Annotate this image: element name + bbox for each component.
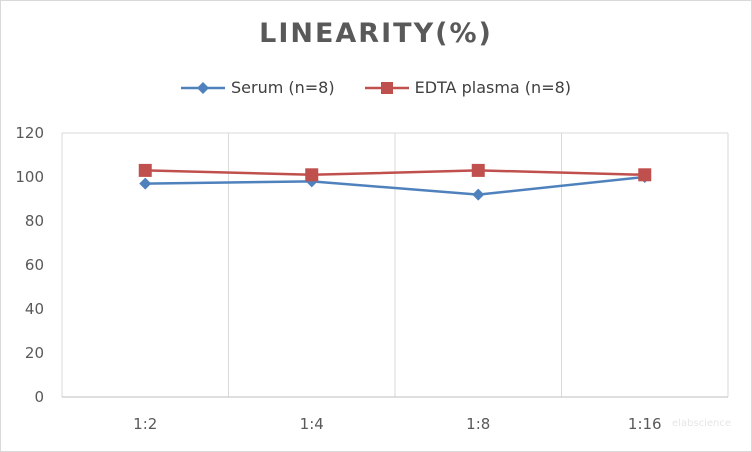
legend-marker-serum xyxy=(180,81,225,94)
series-2-point-3 xyxy=(471,163,485,177)
x-tick-label-1: 1:2 xyxy=(133,415,157,433)
x-tick-label-2: 1:4 xyxy=(300,415,324,433)
x-tick-label-4: 1:16 xyxy=(628,415,662,433)
y-tick-label-20: 20 xyxy=(25,344,44,362)
y-tick-label-60: 60 xyxy=(25,256,44,274)
legend-item-edta: EDTA plasma (n=8) xyxy=(364,78,572,97)
legend-item-serum: Serum (n=8) xyxy=(180,78,335,97)
series-2-point-1 xyxy=(138,163,152,177)
legend: Serum (n=8) EDTA plasma (n=8) xyxy=(0,78,752,97)
y-tick-label-0: 0 xyxy=(34,388,44,406)
y-tick-label-40: 40 xyxy=(25,300,44,318)
series-2-point-2 xyxy=(305,168,319,182)
legend-marker-edta xyxy=(364,81,409,94)
y-tick-label-120: 120 xyxy=(15,124,44,142)
series-2-point-4 xyxy=(638,168,652,182)
series-1-point-3 xyxy=(472,188,485,201)
legend-label-edta: EDTA plasma (n=8) xyxy=(414,78,572,97)
y-tick-label-100: 100 xyxy=(15,168,44,186)
series-line-2 xyxy=(145,169,645,177)
legend-label-serum: Serum (n=8) xyxy=(230,78,335,97)
chart-title: LINEARITY(%) xyxy=(259,18,493,49)
series-line-1 xyxy=(145,175,645,196)
watermark: elabscience xyxy=(672,418,732,429)
x-tick-label-3: 1:8 xyxy=(466,415,490,433)
series-1-point-1 xyxy=(139,177,152,190)
y-tick-label-80: 80 xyxy=(25,212,44,230)
